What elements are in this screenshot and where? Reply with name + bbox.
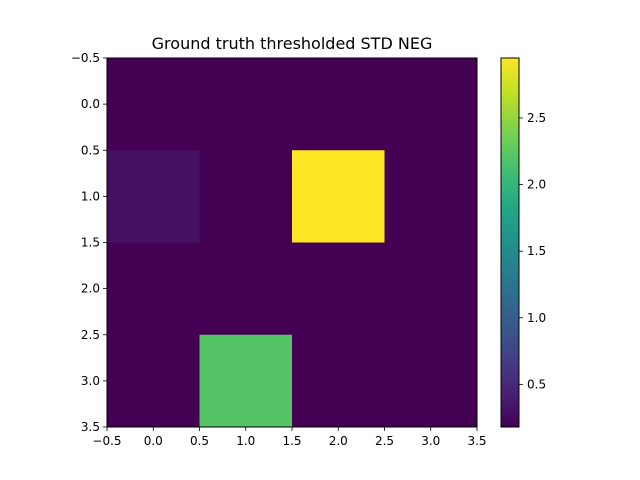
heatmap-cell bbox=[292, 242, 385, 336]
colorbar-tick-label: 1.5 bbox=[527, 244, 546, 258]
y-axis: −0.5 0.0 0.5 1.0 1.5 2.0 2.5 3.0 3.5 bbox=[71, 51, 107, 434]
colorbar-tick-label: 0.5 bbox=[527, 377, 546, 391]
y-tick-label: 0.5 bbox=[81, 143, 100, 157]
y-tick-label: 3.0 bbox=[81, 374, 100, 388]
heatmap-cell bbox=[292, 58, 385, 151]
heatmap-cell bbox=[199, 334, 293, 428]
heatmap-cell bbox=[384, 58, 478, 151]
y-tick-label: 1.5 bbox=[81, 236, 100, 250]
y-tick-label: 0.0 bbox=[81, 97, 100, 111]
heatmap-cell bbox=[384, 334, 478, 428]
colorbar-tick-label: 1.0 bbox=[527, 311, 546, 325]
y-tick-label: 2.5 bbox=[81, 328, 100, 342]
heatmap-cell bbox=[107, 58, 200, 151]
x-tick-label: 3.5 bbox=[467, 434, 486, 448]
colorbar bbox=[500, 57, 520, 428]
heatmap-cell bbox=[384, 242, 478, 336]
y-tick-label: 2.0 bbox=[81, 282, 100, 296]
colorbar-tick-label: 2.0 bbox=[527, 178, 546, 192]
heatmap-cell bbox=[107, 242, 200, 336]
heatmap-cell bbox=[199, 242, 293, 336]
x-tick-label: 2.0 bbox=[329, 434, 348, 448]
chart-title: Ground truth thresholded STD NEG bbox=[152, 34, 433, 53]
heatmap-cell bbox=[199, 58, 293, 151]
x-tick-label: 1.0 bbox=[236, 434, 255, 448]
x-tick-label: −0.5 bbox=[92, 434, 121, 448]
x-tick-label: 3.0 bbox=[421, 434, 440, 448]
x-tick-label: 1.5 bbox=[282, 434, 301, 448]
colorbar-axis: 0.5 1.0 1.5 2.0 2.5 bbox=[519, 111, 546, 391]
x-axis: −0.5 0.0 0.5 1.0 1.5 2.0 2.5 3.0 3.5 bbox=[92, 427, 487, 448]
heatmap-cell bbox=[292, 334, 385, 428]
y-tick-label: −0.5 bbox=[71, 51, 100, 65]
x-tick-label: 2.5 bbox=[375, 434, 394, 448]
x-tick-label: 0.5 bbox=[190, 434, 209, 448]
heatmap-cell bbox=[199, 150, 293, 243]
heatmap-cell bbox=[384, 150, 478, 243]
x-tick-label: 0.0 bbox=[144, 434, 163, 448]
heatmap-cell bbox=[107, 334, 200, 428]
heatmap-cells bbox=[107, 58, 478, 428]
colorbar-tick-label: 2.5 bbox=[527, 111, 546, 125]
y-tick-label: 3.5 bbox=[81, 420, 100, 434]
heatmap-cell bbox=[107, 150, 200, 243]
y-tick-label: 1.0 bbox=[81, 189, 100, 203]
heatmap-cell bbox=[292, 150, 385, 243]
